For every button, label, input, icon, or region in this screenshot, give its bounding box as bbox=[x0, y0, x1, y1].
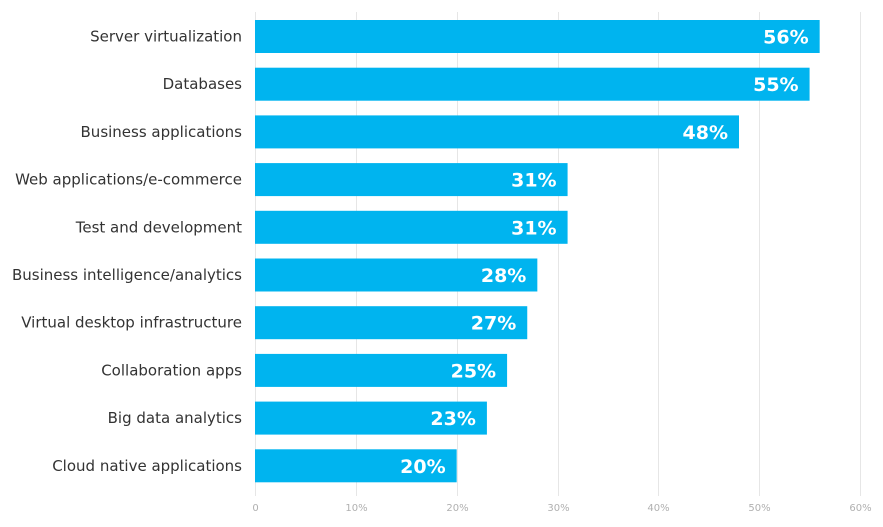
category-label: Business intelligence/analytics bbox=[12, 266, 242, 284]
x-tick-label: 40% bbox=[647, 503, 669, 514]
x-tick-label: 20% bbox=[446, 503, 468, 514]
value-label: 20% bbox=[400, 456, 445, 478]
bar bbox=[255, 306, 528, 340]
bars bbox=[255, 20, 820, 483]
x-tick-label: 60% bbox=[849, 503, 871, 514]
category-label: Databases bbox=[163, 75, 243, 93]
category-label: Server virtualization bbox=[90, 28, 242, 46]
bar bbox=[255, 115, 739, 149]
value-label: 31% bbox=[511, 170, 556, 192]
category-label: Big data analytics bbox=[108, 409, 243, 427]
bar bbox=[255, 20, 820, 53]
bar bbox=[255, 353, 508, 387]
x-axis-ticks: 0 10% 20% 30% 40% 50% 60% bbox=[252, 503, 871, 514]
bar bbox=[255, 449, 457, 483]
bar bbox=[255, 401, 487, 435]
value-label: 28% bbox=[481, 265, 526, 287]
bar bbox=[255, 163, 568, 197]
category-label: Business applications bbox=[81, 123, 243, 141]
x-tick-label: 50% bbox=[748, 503, 770, 514]
x-tick-label: 30% bbox=[547, 503, 569, 514]
value-labels: 56% 55% 48% 31% 31% 28% 27% 25% 23% 20% bbox=[400, 27, 808, 478]
category-label: Cloud native applications bbox=[52, 457, 242, 475]
value-label: 48% bbox=[683, 122, 728, 144]
value-label: 31% bbox=[511, 217, 556, 239]
category-labels: Server virtualization Databases Business a… bbox=[12, 28, 242, 475]
bar bbox=[255, 67, 810, 101]
value-label: 23% bbox=[430, 408, 475, 430]
value-label: 27% bbox=[471, 313, 516, 335]
category-label: Virtual desktop infrastructure bbox=[21, 314, 242, 332]
category-label: Test and development bbox=[75, 218, 242, 236]
bar bbox=[255, 210, 568, 244]
category-label: Web applications/e-commerce bbox=[15, 171, 242, 189]
value-label: 55% bbox=[753, 74, 798, 96]
value-label: 25% bbox=[451, 360, 496, 382]
category-label: Collaboration apps bbox=[101, 361, 242, 379]
value-label: 56% bbox=[763, 27, 808, 49]
x-tick-label: 10% bbox=[345, 503, 367, 514]
bar bbox=[255, 258, 538, 292]
x-tick-label: 0 bbox=[252, 503, 258, 514]
